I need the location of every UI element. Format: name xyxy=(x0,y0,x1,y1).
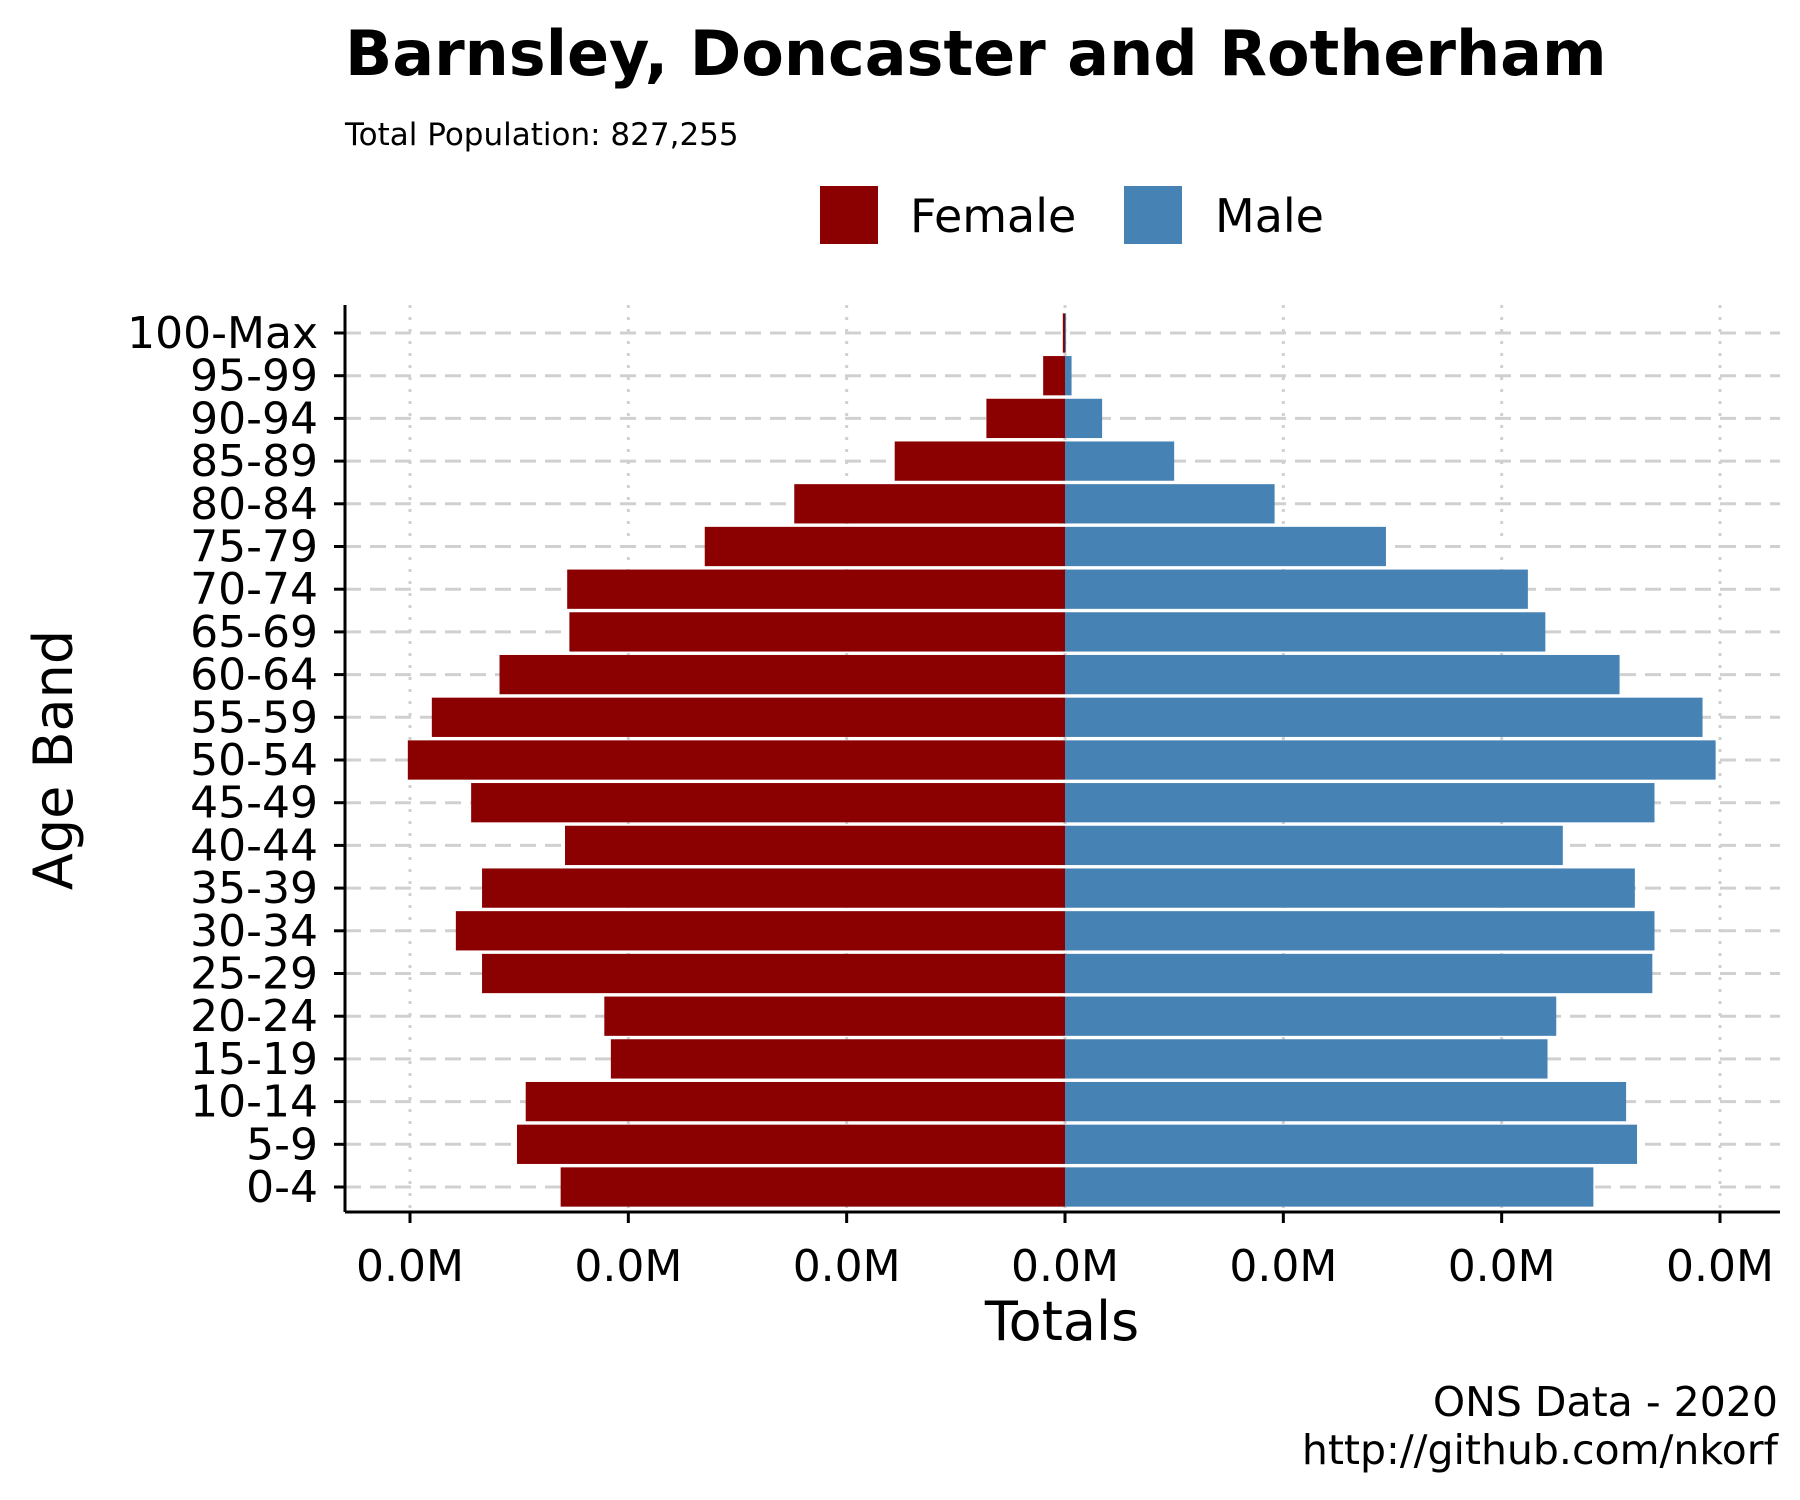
y-tick-label: 30-34 xyxy=(190,906,318,957)
male-bar-10-14 xyxy=(1065,1081,1627,1122)
female-bar-40-44 xyxy=(565,825,1065,866)
female-bar-5-9 xyxy=(516,1124,1065,1164)
female-bar-90-94 xyxy=(986,398,1065,439)
female-bar-80-84 xyxy=(794,484,1065,524)
female-bar-35-39 xyxy=(482,868,1065,908)
female-bar-10-14 xyxy=(525,1081,1065,1122)
x-tick-labels: 0.0M 0.0M 0.0M 0.0M 0.0M 0.0M 0.0M xyxy=(356,1241,1774,1292)
female-bar-25-29 xyxy=(482,953,1065,994)
x-tick-label: 0.0M xyxy=(356,1241,464,1292)
x-axis-title: Totals xyxy=(984,1290,1139,1353)
y-tick-label: 25-29 xyxy=(190,949,318,1000)
y-tick-label: 50-54 xyxy=(190,735,318,786)
y-tick-label: 95-99 xyxy=(190,351,318,402)
female-bar-20-24 xyxy=(604,996,1065,1036)
male-bar-25-29 xyxy=(1065,953,1653,994)
male-bar-35-39 xyxy=(1065,868,1635,908)
male-bar-45-49 xyxy=(1065,783,1655,823)
y-tick-label: 5-9 xyxy=(246,1119,318,1170)
y-tick-label: 20-24 xyxy=(190,991,318,1042)
female-bar-60-64 xyxy=(499,654,1065,695)
male-bar-60-64 xyxy=(1065,654,1620,695)
male-bar-100-Max xyxy=(1065,313,1067,353)
male-bar-55-59 xyxy=(1065,697,1703,737)
y-tick-label: 0-4 xyxy=(246,1162,318,1213)
legend-female-swatch xyxy=(820,186,878,244)
x-tick-label: 0.0M xyxy=(1229,1241,1337,1292)
y-tick-label: 40-44 xyxy=(190,820,318,871)
male-bar-40-44 xyxy=(1065,825,1563,866)
female-bar-0-4 xyxy=(560,1167,1065,1207)
y-tick-label: 75-79 xyxy=(190,522,318,573)
y-tick-label: 90-94 xyxy=(190,393,318,444)
male-bar-75-79 xyxy=(1065,526,1386,567)
male-bar-5-9 xyxy=(1065,1124,1638,1164)
chart-title: Barnsley, Doncaster and Rotherham xyxy=(345,17,1607,90)
female-bar-65-69 xyxy=(569,612,1065,652)
y-tick-label: 15-19 xyxy=(190,1034,318,1085)
y-tick-label: 60-64 xyxy=(190,650,318,701)
male-bar-30-34 xyxy=(1065,911,1655,951)
x-tick-label: 0.0M xyxy=(1666,1241,1774,1292)
y-tick-label: 70-74 xyxy=(190,564,318,615)
bars xyxy=(407,313,1716,1207)
x-tick-label: 0.0M xyxy=(574,1241,682,1292)
y-tick-label: 85-89 xyxy=(190,436,318,487)
caption-url: http://github.com/nkorf xyxy=(1302,1426,1780,1474)
y-tick-label: 35-39 xyxy=(190,863,318,914)
male-bar-20-24 xyxy=(1065,996,1557,1036)
caption-source: ONS Data - 2020 xyxy=(1433,1378,1778,1426)
male-bar-90-94 xyxy=(1065,398,1103,439)
female-bar-45-49 xyxy=(471,783,1066,823)
male-bar-85-89 xyxy=(1065,441,1175,481)
female-bar-30-34 xyxy=(455,911,1066,951)
x-tick-label: 0.0M xyxy=(793,1241,901,1292)
male-bar-15-19 xyxy=(1065,1039,1548,1079)
axes xyxy=(334,305,1780,1223)
female-bar-75-79 xyxy=(704,526,1065,567)
y-tick-label: 55-59 xyxy=(190,692,318,743)
male-bar-0-4 xyxy=(1065,1167,1594,1207)
y-axis-title: Age Band xyxy=(22,630,85,890)
male-bar-65-69 xyxy=(1065,612,1546,652)
female-bar-95-99 xyxy=(1043,356,1065,396)
female-bar-50-54 xyxy=(407,740,1066,780)
male-bar-70-74 xyxy=(1065,569,1528,609)
y-tick-labels: 0-45-910-1415-1920-2425-2930-3435-3940-4… xyxy=(127,308,318,1213)
female-bar-85-89 xyxy=(894,441,1065,481)
female-bar-15-19 xyxy=(610,1039,1065,1079)
y-tick-label: 80-84 xyxy=(190,479,318,530)
chart-subtitle: Total Population: 827,255 xyxy=(344,117,739,153)
y-tick-label: 100-Max xyxy=(127,308,318,359)
legend-male-label: Male xyxy=(1215,189,1324,243)
female-bar-55-59 xyxy=(431,697,1065,737)
female-bar-70-74 xyxy=(567,569,1065,609)
x-tick-label: 0.0M xyxy=(1448,1241,1556,1292)
legend-male-swatch xyxy=(1124,186,1182,244)
y-tick-label: 45-49 xyxy=(190,778,318,829)
male-bar-50-54 xyxy=(1065,740,1716,780)
y-tick-label: 10-14 xyxy=(190,1077,318,1128)
x-tick-label: 0.0M xyxy=(1011,1241,1119,1292)
y-tick-label: 65-69 xyxy=(190,607,318,658)
female-bar-100-Max xyxy=(1062,313,1065,353)
legend-female-label: Female xyxy=(910,189,1076,243)
male-bar-80-84 xyxy=(1065,484,1275,524)
male-bar-95-99 xyxy=(1065,356,1072,396)
